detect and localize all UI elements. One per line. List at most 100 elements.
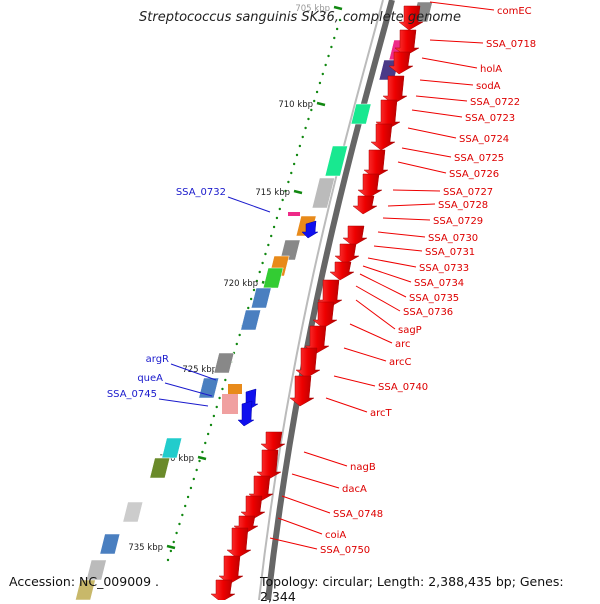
ruler-dot bbox=[267, 243, 270, 247]
forward-gene-arrow bbox=[248, 475, 274, 503]
ruler-dot bbox=[181, 513, 184, 517]
gene-label-ssa_0729: SSA_0729 bbox=[433, 216, 483, 227]
gene-leader-line bbox=[281, 495, 331, 514]
ruler-dot bbox=[258, 270, 261, 274]
ruler-dot bbox=[338, 18, 342, 22]
gene-label-ssa_0734: SSA_0734 bbox=[414, 278, 464, 289]
ruler-dot bbox=[330, 45, 333, 49]
gene-leader-line bbox=[373, 245, 423, 252]
forward-gene-arrow bbox=[342, 225, 368, 247]
reverse-gene-label-quea: queA bbox=[137, 373, 163, 384]
ruler-label: 730 kbp bbox=[159, 454, 194, 464]
ruler-label: 735 kbp bbox=[128, 543, 163, 553]
ruler-dot bbox=[255, 279, 259, 283]
reverse-gene-arrow bbox=[237, 400, 255, 427]
ruler-dot bbox=[252, 288, 256, 292]
forward-gene-arrow bbox=[260, 431, 286, 453]
ruler-dot bbox=[313, 99, 316, 103]
ruler-dot bbox=[281, 198, 284, 202]
ruler-dot bbox=[324, 63, 327, 67]
ruler-dot bbox=[221, 387, 224, 391]
forward-gene-arrow bbox=[317, 279, 343, 309]
forward-gene-arrow bbox=[375, 99, 401, 131]
gene-leader-line bbox=[401, 147, 452, 158]
ruler-dot bbox=[310, 108, 313, 112]
ruler-dot bbox=[212, 414, 216, 418]
cog-box bbox=[75, 579, 96, 600]
ruler-dot bbox=[186, 495, 190, 499]
ruler-dot bbox=[235, 342, 238, 346]
ruler-dot bbox=[275, 216, 279, 220]
ruler-tick bbox=[293, 189, 303, 195]
gene-label-arct: arcT bbox=[370, 408, 393, 419]
ruler-dot bbox=[169, 549, 173, 553]
gene-leader-line bbox=[333, 375, 376, 387]
genome-backbone bbox=[265, 0, 395, 600]
ruler-dot bbox=[184, 504, 187, 508]
gene-label-ssa_0733: SSA_0733 bbox=[419, 263, 469, 274]
gene-leader-line bbox=[429, 39, 484, 44]
gene-leader-line bbox=[303, 451, 348, 467]
ruler-dot bbox=[172, 540, 175, 544]
ruler-tick bbox=[197, 455, 207, 461]
gene-leader-line bbox=[392, 189, 441, 192]
gene-leader-line bbox=[269, 537, 318, 550]
gene-leader-line bbox=[355, 285, 401, 312]
reverse-gene-arrow bbox=[301, 220, 319, 239]
forward-gene-arrow bbox=[388, 51, 414, 75]
forward-gene-arrow bbox=[240, 495, 266, 521]
reverse-gene-leader-line bbox=[158, 398, 209, 407]
ruler-dot bbox=[327, 54, 330, 58]
forward-gene-arrows bbox=[210, 5, 424, 600]
ruler-dot bbox=[295, 153, 299, 157]
gene-label-ssa_0740: SSA_0740 bbox=[378, 382, 428, 393]
gene-label-hola: holA bbox=[480, 64, 502, 75]
ruler-tick bbox=[166, 544, 176, 550]
gene-leader-line bbox=[362, 265, 412, 283]
ruler-label: 720 kbp bbox=[223, 279, 258, 289]
gene-label-ssa_0750: SSA_0750 bbox=[320, 545, 370, 556]
gene-label-comec: comEC bbox=[497, 6, 532, 17]
gene-label-ssa_0723: SSA_0723 bbox=[465, 113, 515, 124]
gene-leader-line bbox=[355, 299, 396, 330]
gene-leader-line bbox=[387, 203, 436, 207]
gene-label-soda: sodA bbox=[476, 81, 501, 92]
gene-label-ssa_0730: SSA_0730 bbox=[428, 233, 478, 244]
gene-label-nagb: nagB bbox=[350, 462, 376, 473]
ruler-dot bbox=[278, 207, 281, 211]
forward-gene-arrow bbox=[382, 75, 408, 105]
reverse-gene-cog-box bbox=[228, 384, 242, 394]
forward-gene-arrow bbox=[218, 555, 244, 585]
ruler-dot bbox=[189, 486, 193, 490]
gene-leader-line bbox=[411, 109, 463, 118]
ruler-dot bbox=[318, 81, 322, 85]
ruler-dot bbox=[290, 171, 293, 175]
ruler-dot bbox=[224, 378, 227, 382]
ruler-dot bbox=[178, 522, 181, 526]
gene-label-ssa_0722: SSA_0722 bbox=[470, 97, 520, 108]
ruler-dot bbox=[201, 450, 204, 454]
ruler-dot bbox=[315, 90, 319, 94]
cog-box bbox=[350, 103, 372, 125]
gene-label-ssa_0725: SSA_0725 bbox=[454, 153, 504, 164]
ruler-dot bbox=[292, 162, 296, 166]
gene-leader-line bbox=[325, 397, 368, 413]
gene-leader-line bbox=[343, 347, 387, 362]
ruler-dot bbox=[298, 144, 302, 148]
gene-leader-line bbox=[419, 79, 474, 86]
forward-gene-arrow bbox=[304, 325, 330, 355]
gene-labels: comEC SSA_0718 holA sodA SSA_0722 SSA_0723 SSA… bbox=[320, 6, 536, 556]
ruler-dot bbox=[301, 135, 304, 139]
reverse-gene-leader-line bbox=[170, 363, 217, 381]
forward-gene-arrow bbox=[394, 29, 420, 57]
reverse-gene-label-ssa_0745: SSA_0745 bbox=[107, 389, 157, 400]
gene-label-ssa_0735: SSA_0735 bbox=[409, 293, 459, 304]
ruler-label: 710 kbp bbox=[278, 100, 313, 110]
ruler-dot bbox=[270, 234, 273, 238]
ruler-dot bbox=[215, 405, 218, 409]
map-title: Streptococcus sanguinis SK36, complete g… bbox=[139, 10, 461, 25]
gene-label-arcc: arcC bbox=[389, 357, 412, 368]
reverse-strand-genes: SSA_0732 argR queA SSA_0745 bbox=[107, 187, 319, 427]
gene-leader-line bbox=[359, 273, 407, 298]
forward-gene-arrow bbox=[334, 243, 360, 265]
